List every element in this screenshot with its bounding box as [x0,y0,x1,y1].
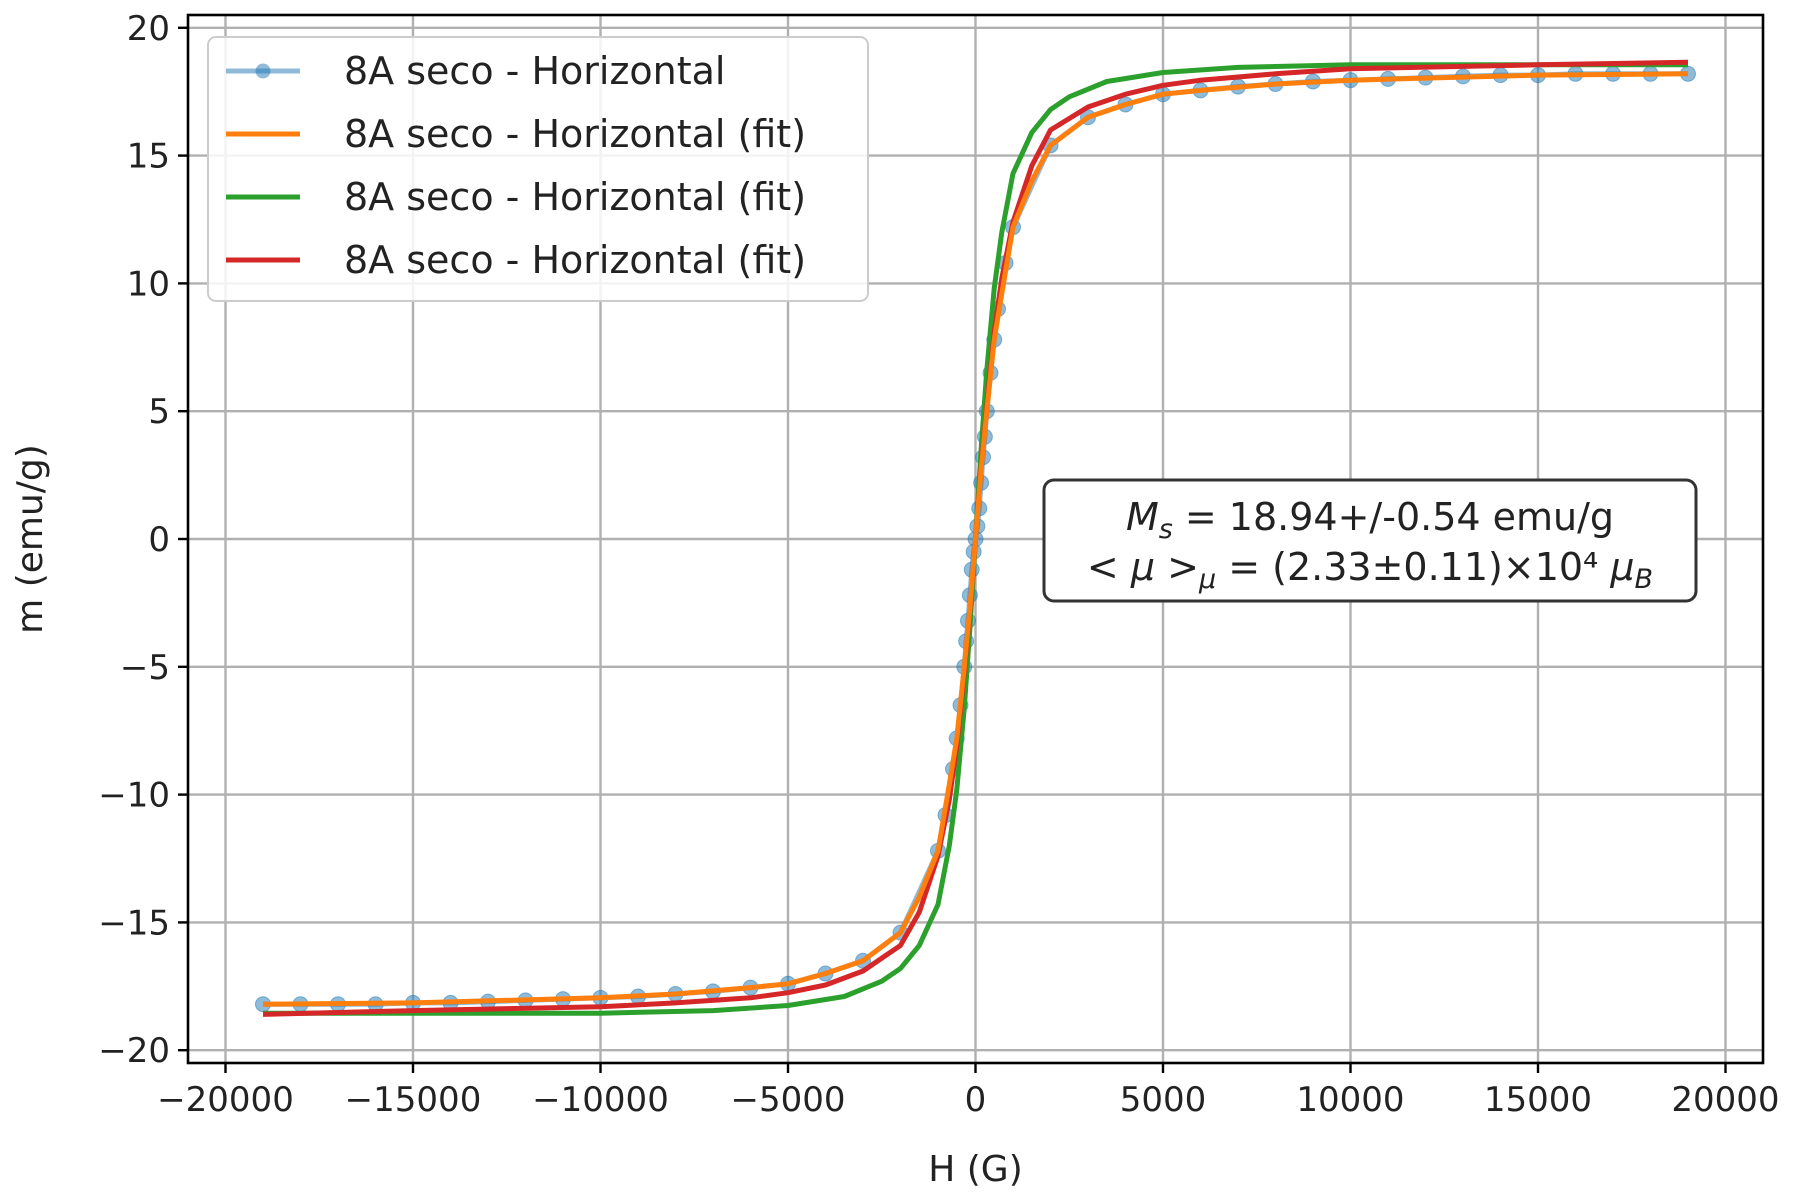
legend-label: 8A seco - Horizontal (fit) [344,175,806,219]
y-tick-label: 20 [127,9,170,49]
y-tick-label: −15 [98,903,170,943]
fit-annotation: Ms = 18.94+/-0.54 emu/g < μ >μ = (2.33±0… [1042,478,1698,603]
y-tick-label: 15 [127,137,170,177]
x-tick-label: −20000 [157,1080,294,1120]
x-tick-label: 20000 [1671,1080,1779,1120]
legend-item: 8A seco - Horizontal [226,49,725,93]
legend-item: 8A seco - Horizontal (fit) [226,238,806,282]
x-axis-label: H (G) [928,1149,1023,1190]
series-layer [255,59,1696,1017]
legend-item: 8A seco - Horizontal (fit) [226,175,806,219]
legend-item: 8A seco - Horizontal (fit) [226,112,806,156]
tick-layer: −20000 −15000 −10000 −5000 0 5000 10000 15000 20… [98,9,1779,1120]
y-tick-label: 0 [148,520,170,560]
series-1 [262,71,1689,1007]
legend: 8A seco - Horizontal 8A seco - Horizontal… [207,36,869,302]
y-tick-label: −20 [98,1031,170,1071]
x-tick-label: 15000 [1484,1080,1592,1120]
legend-items: 8A seco - Horizontal 8A seco - Horizontal… [226,49,806,282]
legend-label: 8A seco - Horizontal [344,49,725,93]
y-tick-label: 5 [148,392,170,432]
x-tick-label: −10000 [532,1080,669,1120]
legend-marker [255,63,271,79]
x-tick-label: 5000 [1120,1080,1207,1120]
x-tick-label: −15000 [345,1080,482,1120]
y-tick-label: 10 [127,264,170,304]
y-axis-label: m (emu/g) [10,444,51,634]
x-tick-label: 0 [965,1080,987,1120]
x-tick-label: 10000 [1296,1080,1404,1120]
y-tick-label: −10 [98,776,170,816]
legend-label: 8A seco - Horizontal (fit) [344,112,806,156]
annotation-saturation-magnetization: Ms = 18.94+/-0.54 emu/g [1126,495,1614,545]
legend-box [207,36,869,302]
legend-label: 8A seco - Horizontal (fit) [344,238,806,282]
x-tick-label: −5000 [730,1080,845,1120]
fit-series-line [262,71,1689,1007]
annotation-box [1042,478,1698,603]
annotation-mean-moment: < μ >μ = (2.33±0.11)×10⁴ μB [1087,545,1653,595]
y-tick-label: −5 [120,648,170,688]
